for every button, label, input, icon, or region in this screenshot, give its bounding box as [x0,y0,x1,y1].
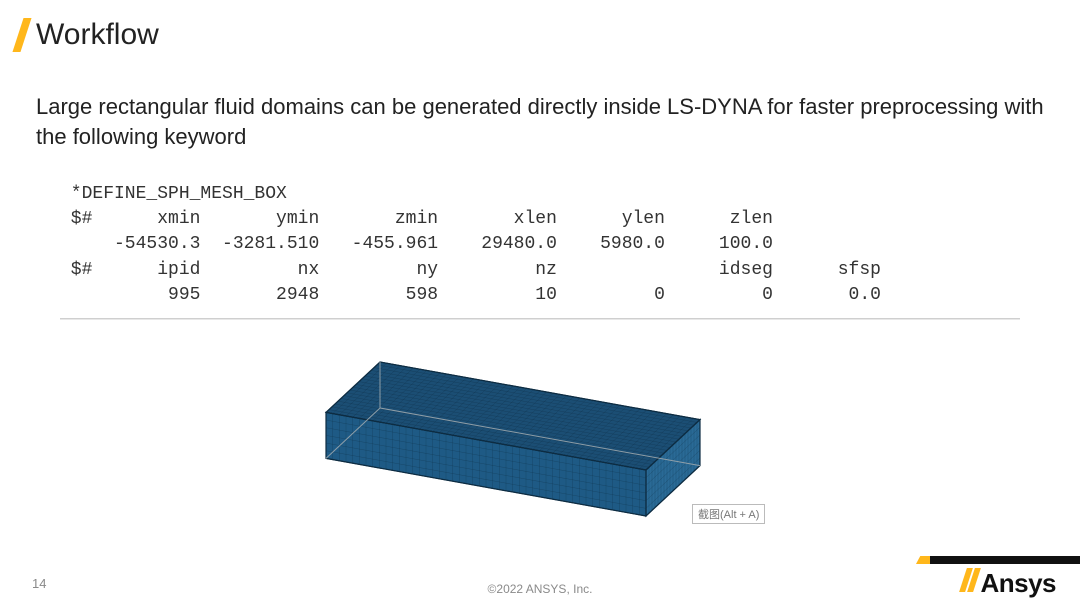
logo-text: Ansys [980,568,1056,599]
body-paragraph: Large rectangular fluid domains can be g… [36,92,1044,151]
page-number: 14 [32,576,46,591]
title-accent-slash [12,18,31,52]
slide-title: Workflow [36,18,159,52]
title-row: Workflow [18,18,159,52]
mesh-box-diagram [0,342,1080,532]
ansys-logo: Ansys [963,568,1056,599]
code-block: *DEFINE_SPH_MESH_BOX $# xmin ymin zmin x… [60,172,1020,319]
slide: Workflow Large rectangular fluid domains… [0,0,1080,604]
footer-accent-black [930,556,1080,564]
logo-slashes [963,568,977,592]
copyright-text: ©2022 ANSYS, Inc. [488,582,593,596]
screenshot-hint-badge: 截图(Alt + A) [692,504,765,524]
